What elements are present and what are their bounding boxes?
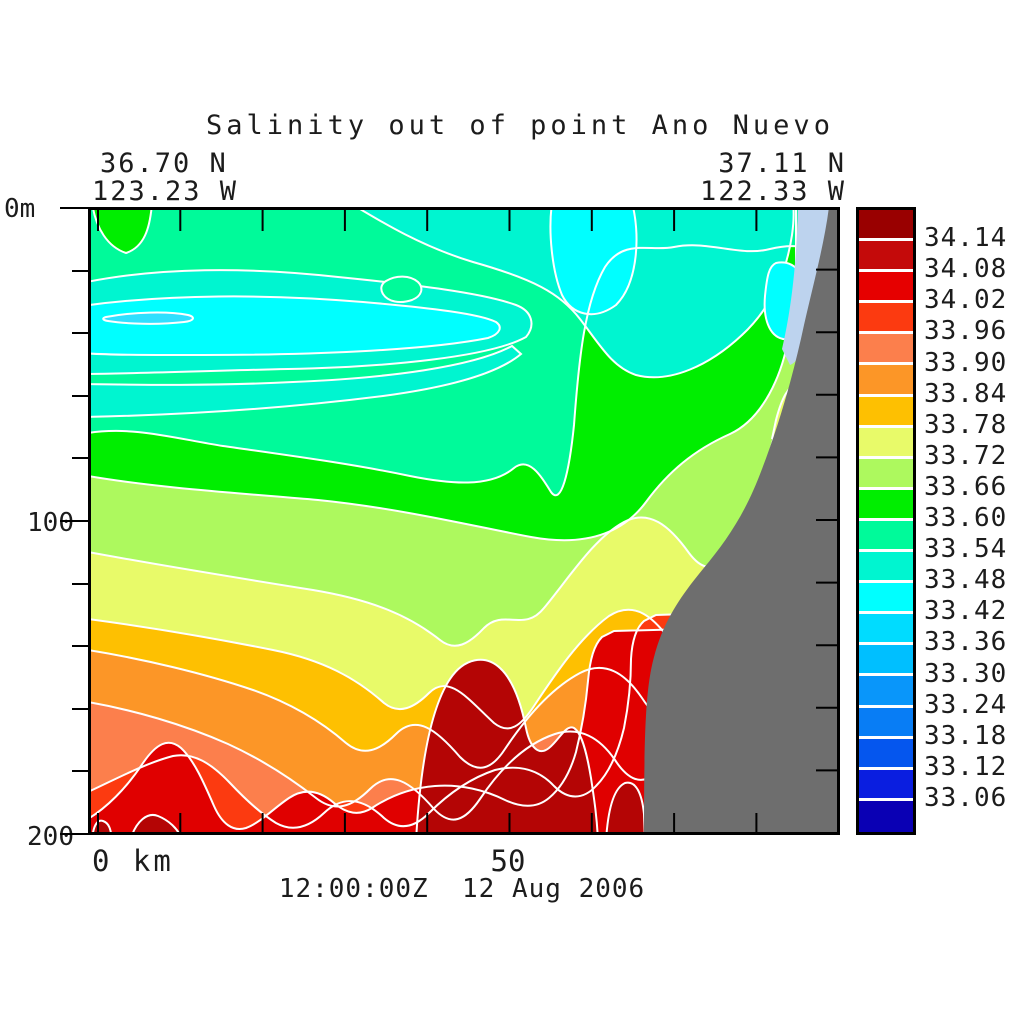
colorbar-tick-label: 33.66 xyxy=(924,471,1008,502)
y-axis-tick xyxy=(60,207,88,209)
y-axis-tick xyxy=(72,582,88,585)
left-endpoint-latitude: 36.70 N xyxy=(100,148,228,179)
right-endpoint-longitude: 122.33 W xyxy=(699,176,846,207)
contour-line-green xyxy=(88,244,840,497)
coast-lightblue-strip xyxy=(782,207,832,365)
y-axis-tick xyxy=(72,394,88,397)
y-axis-tick xyxy=(72,457,88,460)
salinity-contour-field xyxy=(88,207,840,835)
y-axis-tick-label-0m: 0m xyxy=(4,194,36,224)
colorbar-segment xyxy=(859,365,913,397)
colorbar-segment xyxy=(859,583,913,615)
colorbar-segment xyxy=(859,241,913,273)
feature-cyan xyxy=(549,207,638,315)
timestamp-label: 12:00:00Z 12 Aug 2006 xyxy=(278,874,646,904)
colorbar-segment xyxy=(859,769,913,801)
right-endpoint-latitude: 37.11 N xyxy=(718,148,846,179)
seafloor-gray-mask xyxy=(644,207,840,835)
colorbar-segment xyxy=(859,303,913,335)
colorbar-tick-label: 33.60 xyxy=(924,503,1008,533)
chart-title: Salinity out of point Ano Nuevo xyxy=(206,110,834,141)
colorbar-tick-label: 34.14 xyxy=(924,223,1008,254)
colorbar-segment xyxy=(859,520,913,553)
colorbar-tick-label: 33.54 xyxy=(924,534,1008,565)
feature-green xyxy=(91,207,153,255)
y-axis-tick xyxy=(60,520,88,522)
y-axis-tick xyxy=(72,269,88,272)
colorbar-tick-label: 33.42 xyxy=(924,596,1008,627)
colorbar xyxy=(856,207,916,835)
colorbar-segment xyxy=(859,396,913,428)
y-axis-tick-label-100: 100 xyxy=(27,508,74,538)
y-axis-tick-label-200: 200 xyxy=(27,822,74,852)
contour-line-red xyxy=(88,624,840,830)
colorbar-segment xyxy=(859,676,913,708)
colorbar-tick-label: 33.30 xyxy=(924,658,1008,689)
colorbar-segment xyxy=(859,210,913,242)
feature-turquoise xyxy=(88,344,523,418)
colorbar-segment xyxy=(859,334,913,366)
colorbar-segment xyxy=(859,552,913,584)
plot-border xyxy=(88,207,840,835)
y-axis-tick xyxy=(72,645,88,648)
colorbar-tick-label: 33.78 xyxy=(924,409,1008,440)
colorbar-segment xyxy=(859,738,913,770)
colorbar-segment xyxy=(859,489,913,521)
y-axis-tick xyxy=(60,833,88,835)
feature-cyan xyxy=(88,295,501,357)
colorbar-tick-label: 34.08 xyxy=(924,254,1008,285)
colorbar-tick-label: 33.48 xyxy=(924,565,1008,596)
colorbar-tick-label: 33.06 xyxy=(924,782,1008,813)
colorbar-segment xyxy=(859,272,913,304)
contour-line-orangered xyxy=(88,608,840,829)
x-axis-tick-label-50: 50 xyxy=(490,844,526,878)
colorbar-tick-label: 33.12 xyxy=(924,751,1008,782)
colorbar-tick-label: 33.36 xyxy=(924,627,1008,658)
colorbar-segment xyxy=(859,707,913,739)
feature-mint xyxy=(380,275,423,303)
colorbar-tick-label: 34.02 xyxy=(924,285,1008,316)
colorbar-tick-label: 33.18 xyxy=(924,720,1008,751)
y-axis-tick xyxy=(72,770,88,773)
colorbar-tick-label: 33.72 xyxy=(924,440,1008,471)
colorbar-tick-label: 33.24 xyxy=(924,689,1008,720)
y-axis-tick xyxy=(72,332,88,335)
colorbar-segment xyxy=(859,645,913,677)
colorbar-segment xyxy=(859,614,913,646)
contour-plot-area xyxy=(88,207,840,835)
feature-lightcyan xyxy=(102,311,194,325)
y-axis-tick xyxy=(72,707,88,710)
left-endpoint-longitude: 123.23 W xyxy=(92,176,239,207)
colorbar-segment xyxy=(859,800,913,832)
colorbar-segment xyxy=(859,427,913,459)
colorbar-tick-label: 33.90 xyxy=(924,347,1008,378)
colorbar-tick-label: 33.84 xyxy=(924,378,1008,409)
colorbar-segment xyxy=(859,458,913,490)
x-axis-tick-label-0km: 0 km xyxy=(92,844,174,878)
colorbar-tick-label: 33.96 xyxy=(924,316,1008,347)
feature-darkred xyxy=(605,781,646,835)
